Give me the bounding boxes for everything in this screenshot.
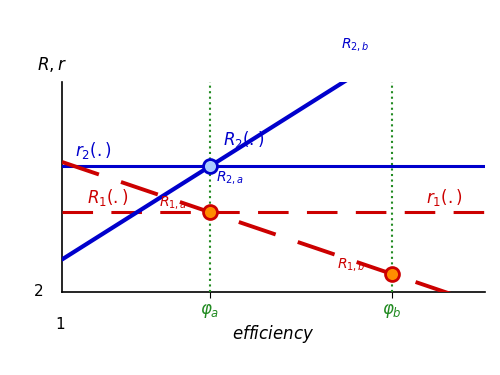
Text: $R_1(.)$: $R_1(.)$	[88, 188, 129, 209]
Text: 2: 2	[34, 284, 43, 299]
Text: $R_{1,b}$: $R_{1,b}$	[337, 256, 366, 273]
Text: $R, r$: $R, r$	[36, 55, 66, 74]
Text: $R_2(.)$: $R_2(.)$	[223, 129, 264, 150]
Text: $r_2(.)$: $r_2(.)$	[75, 140, 112, 161]
Text: $R_{2,a}$: $R_{2,a}$	[216, 169, 244, 186]
Text: 1: 1	[55, 317, 65, 332]
X-axis label: $\it{efficiency}$: $\it{efficiency}$	[232, 323, 314, 345]
Text: $r_1(.)$: $r_1(.)$	[426, 187, 463, 208]
Text: $R_{1,a}$: $R_{1,a}$	[160, 194, 188, 211]
Text: $R_{2,b}$: $R_{2,b}$	[341, 36, 370, 53]
